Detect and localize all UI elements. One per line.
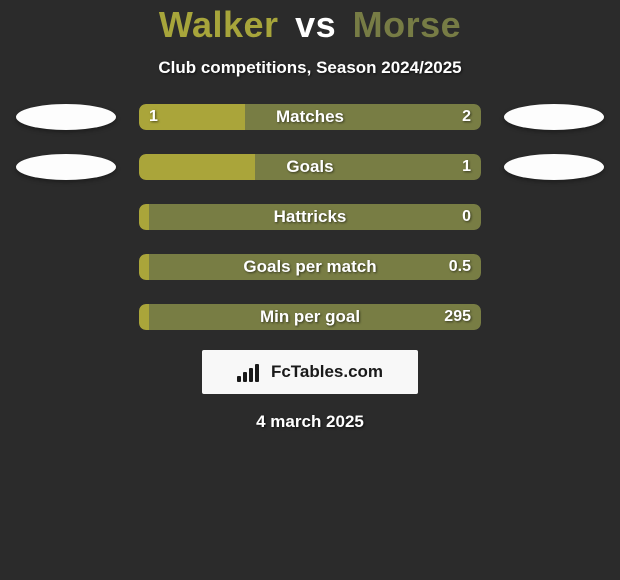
subtitle: Club competitions, Season 2024/2025 — [0, 58, 620, 78]
stat-bar-left — [139, 204, 149, 230]
brand-badge: FcTables.com — [202, 350, 418, 394]
stat-bar-right — [245, 104, 481, 130]
player-badge-right — [504, 154, 604, 180]
badge-slot-right — [499, 204, 609, 230]
stat-bar: Hattricks0 — [139, 204, 481, 230]
badge-slot-right — [499, 254, 609, 280]
stat-bar-right — [149, 254, 481, 280]
badge-slot-left — [11, 304, 121, 330]
stat-bar-left — [139, 304, 149, 330]
badge-slot-left — [11, 204, 121, 230]
stat-row: Hattricks0 — [0, 204, 620, 230]
content-frame: Walker vs Morse Club competitions, Seaso… — [0, 0, 620, 432]
stat-bar: Min per goal295 — [139, 304, 481, 330]
badge-slot-right — [499, 104, 609, 130]
stat-bar: Goals per match0.5 — [139, 254, 481, 280]
stat-row: Goals per match0.5 — [0, 254, 620, 280]
title-vs: vs — [295, 4, 336, 45]
badge-slot-left — [11, 104, 121, 130]
stat-bar-right — [255, 154, 481, 180]
badge-slot-left — [11, 254, 121, 280]
player-badge-right — [504, 104, 604, 130]
brand-chart-icon — [237, 362, 263, 382]
page-title: Walker vs Morse — [0, 4, 620, 46]
title-player-left: Walker — [159, 4, 279, 45]
stat-row: Min per goal295 — [0, 304, 620, 330]
stat-bar: Matches12 — [139, 104, 481, 130]
stat-bar-left — [139, 104, 245, 130]
badge-slot-left — [11, 154, 121, 180]
title-player-right: Morse — [353, 4, 462, 45]
stat-bar-right — [149, 204, 481, 230]
stat-bar: Goals1 — [139, 154, 481, 180]
stat-bar-left — [139, 154, 255, 180]
stat-bar-left — [139, 254, 149, 280]
player-badge-left — [16, 104, 116, 130]
badge-slot-right — [499, 304, 609, 330]
stat-row: Matches12 — [0, 104, 620, 130]
badge-slot-right — [499, 154, 609, 180]
date-text: 4 march 2025 — [0, 412, 620, 432]
brand-text: FcTables.com — [271, 362, 383, 382]
stat-bar-right — [149, 304, 481, 330]
stats-rows: Matches12 Goals1 Hattricks0 Goals per match… — [0, 104, 620, 330]
player-badge-left — [16, 154, 116, 180]
stat-row: Goals1 — [0, 154, 620, 180]
